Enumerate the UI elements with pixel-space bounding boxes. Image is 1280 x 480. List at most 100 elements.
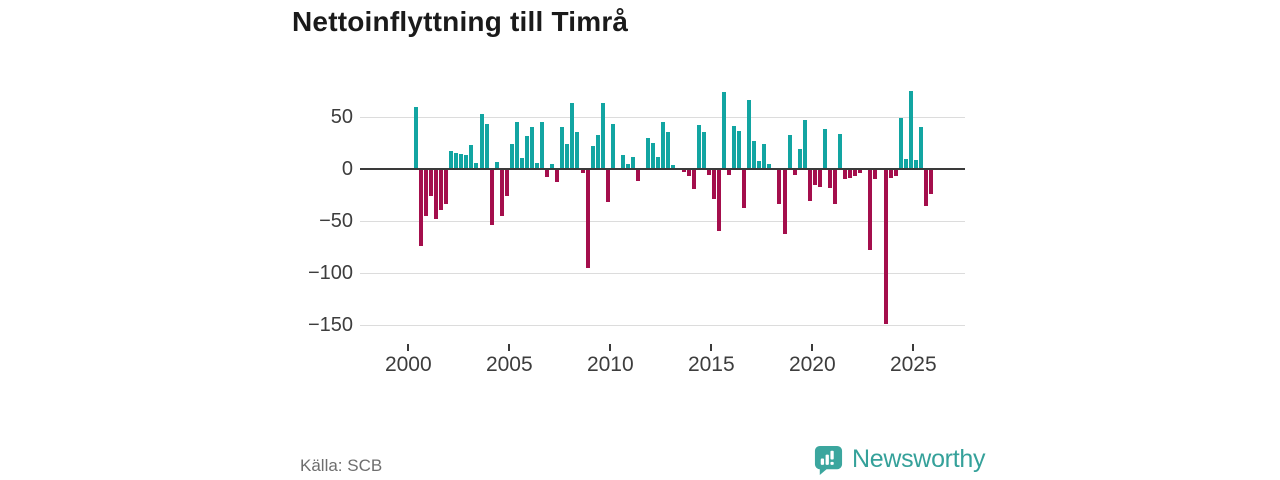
bar — [666, 131, 671, 169]
bar — [444, 170, 449, 205]
bar — [671, 164, 676, 169]
bar — [540, 122, 545, 169]
bar — [479, 113, 484, 169]
bar — [575, 131, 580, 169]
brand-wordmark: Newsworthy — [852, 445, 986, 473]
bar — [499, 170, 504, 216]
gridline — [360, 117, 965, 118]
bar — [732, 126, 737, 169]
chart-title: Nettoinflyttning till Timrå — [292, 6, 629, 37]
bar — [625, 163, 630, 169]
bar — [484, 124, 489, 169]
bar — [767, 163, 772, 169]
bar — [843, 170, 848, 180]
bar — [923, 170, 928, 207]
bar — [812, 170, 817, 185]
bar — [918, 127, 923, 169]
bar — [429, 170, 434, 196]
bar — [691, 170, 696, 189]
bar — [706, 170, 711, 176]
bar — [883, 170, 888, 324]
bar — [439, 170, 444, 210]
bar — [464, 155, 469, 169]
bar — [893, 170, 898, 177]
gridline — [360, 325, 965, 326]
bar — [605, 170, 610, 203]
bar — [908, 91, 913, 169]
x-axis-tick — [710, 344, 713, 351]
y-axis-label: 50 — [330, 106, 353, 128]
bar — [822, 129, 827, 169]
x-axis-label: 2000 — [384, 353, 432, 376]
x-axis-label: 2010 — [586, 353, 634, 376]
bar — [873, 170, 878, 180]
x-axis-label: 2020 — [788, 353, 836, 376]
bar — [434, 170, 439, 219]
x-axis-tick — [811, 344, 814, 351]
bar — [817, 170, 822, 187]
bar — [898, 118, 903, 169]
bar — [646, 137, 651, 169]
y-axis-label: −150 — [307, 314, 353, 336]
x-axis-label: 2005 — [485, 353, 533, 376]
bar — [868, 170, 873, 251]
bar — [590, 146, 595, 169]
bar — [802, 120, 807, 169]
bar — [752, 140, 757, 169]
bar — [888, 170, 893, 179]
bar — [610, 124, 615, 169]
x-axis-tick — [508, 344, 511, 351]
source-note: Källa: SCB — [300, 456, 383, 475]
bar — [747, 100, 752, 169]
bar — [681, 170, 686, 173]
bar — [656, 156, 661, 169]
bar — [504, 170, 509, 196]
bar — [792, 170, 797, 176]
bar — [514, 122, 519, 169]
x-axis-tick — [407, 344, 410, 351]
bar — [585, 170, 590, 268]
bar — [494, 161, 499, 169]
bar — [777, 170, 782, 205]
bar — [696, 125, 701, 169]
bar — [787, 134, 792, 169]
bar — [459, 154, 464, 169]
bar — [454, 153, 459, 169]
bar — [413, 106, 418, 169]
bar-chart: 50 0 −50 −100 −150 2000 2005 2010 2015 2020 2025 — [308, 85, 965, 385]
bar — [600, 103, 605, 169]
bar — [711, 170, 716, 200]
newsworthy-logo-icon — [814, 445, 843, 475]
bar — [636, 170, 641, 182]
bar — [742, 170, 747, 209]
bar — [762, 144, 767, 169]
bar — [737, 130, 742, 169]
bar — [913, 159, 918, 169]
bar — [928, 170, 933, 194]
bar — [631, 156, 636, 169]
bar — [489, 170, 494, 226]
bar — [661, 122, 666, 169]
bar — [555, 170, 560, 183]
x-axis-tick — [609, 344, 612, 351]
bar — [701, 131, 706, 169]
bar — [721, 92, 726, 169]
bar — [469, 145, 474, 169]
x-axis-zero-line — [360, 168, 965, 170]
bar — [716, 170, 721, 232]
bar — [807, 170, 812, 202]
bar — [903, 158, 908, 169]
bar — [726, 170, 731, 176]
bar — [524, 135, 529, 169]
bar — [509, 144, 514, 169]
gridline — [360, 273, 965, 274]
bar — [550, 163, 555, 169]
bar — [782, 170, 787, 235]
bar — [853, 170, 858, 177]
brand-logo: Newsworthy — [813, 444, 985, 475]
x-axis-label: 2015 — [687, 353, 735, 376]
bar — [449, 151, 454, 169]
x-axis-tick — [912, 344, 915, 351]
bar — [535, 162, 540, 169]
